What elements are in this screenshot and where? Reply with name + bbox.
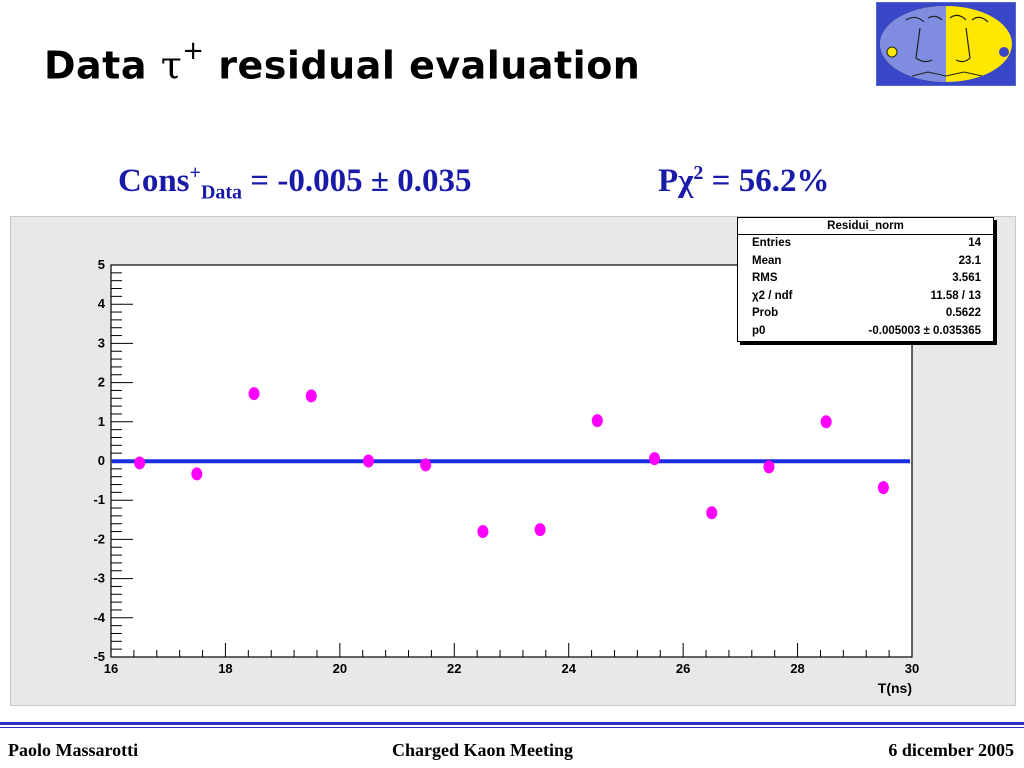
x-tick-label: 20 [333,661,347,676]
stats-value: 23.1 [958,254,981,267]
y-tick-label: -4 [93,610,105,625]
x-tick-label: 18 [218,661,232,676]
footer-divider [0,722,1024,725]
x-tick-label: 28 [790,661,804,676]
title-suffix: residual evaluation [204,43,641,88]
y-tick-label: 4 [98,296,106,311]
x-axis-label: T(ns) [878,680,912,696]
footer-author: Paolo Massarotti [8,740,139,760]
y-tick-label: -5 [93,649,105,664]
stats-value: 14 [968,237,981,249]
cons-label: Cons [118,163,190,199]
data-point [820,415,832,429]
stats-row: χ2 / ndf 11.58 / 13 [738,288,993,306]
data-point [706,506,718,520]
stats-label: p0 [752,324,766,337]
stats-value: 3.561 [952,272,981,284]
cons-sub: Data [200,181,243,204]
x-tick-label: 16 [104,661,118,676]
pchi-label: Pχ [658,163,694,199]
stats-box: Residui_norm Entries 14 Mean 23.1 RMS 3.561… [737,217,994,342]
y-tick-label: 5 [98,257,105,272]
stats-title: Residui_norm [738,218,993,235]
y-tick-label: 1 [98,414,105,429]
x-tick-label: 30 [905,661,919,676]
x-tick-label: 24 [561,661,576,676]
data-point [534,523,546,537]
data-point [420,458,432,472]
slide-title: Data τ+ residual evaluation [44,36,641,88]
data-point [305,389,317,403]
y-tick-label: 0 [98,453,105,468]
data-point [649,452,661,466]
stats-label: Prob [752,307,779,319]
stats-label: Entries [752,237,791,249]
y-tick-label: 2 [98,375,105,390]
y-tick-label: -1 [93,492,105,507]
stats-label: Mean [752,254,782,267]
data-point [591,414,603,428]
collaboration-logo [876,2,1016,86]
footer-divider-thin [0,727,1024,728]
stats-row: p0 -0.005003 ± 0.035365 [738,323,993,341]
data-point [763,460,775,474]
stats-label: RMS [752,272,778,284]
data-point [134,456,146,470]
stats-value: -0.005003 ± 0.035365 [868,324,981,337]
data-point [362,454,374,468]
title-tau-symbol: τ [160,43,183,88]
x-tick-label: 22 [447,661,461,676]
cons-value: = -0.005 ± 0.035 [242,163,472,199]
stats-row: Prob 0.5622 [738,305,993,323]
x-tick-label: 26 [676,661,690,676]
data-point [877,481,889,495]
chi2-probability: Pχ2 = 56.2% [658,162,829,200]
y-tick-label: -2 [93,531,105,546]
stats-row: Mean 23.1 [738,253,993,271]
constant-fit-result: Cons+Data = -0.005 ± 0.035 [118,162,471,205]
data-point [248,387,260,401]
y-tick-label: -3 [93,571,105,586]
data-point [191,467,203,481]
stats-label: χ2 / ndf [752,289,793,302]
cons-sup: + [189,162,201,184]
pchi-sup: 2 [693,162,704,184]
pchi-value: = 56.2% [703,163,830,199]
title-prefix: Data [44,43,161,88]
footer-event: Charged Kaon Meeting [392,740,573,760]
y-tick-label: 3 [98,335,105,350]
stats-row: Entries 14 [738,235,993,253]
stats-value: 0.5622 [945,307,981,319]
stats-value: 11.58 / 13 [930,289,981,302]
title-tau-charge: + [182,36,205,66]
footer-date: 6 dicember 2005 [888,740,1014,760]
stats-row: RMS 3.561 [738,270,993,288]
data-point [477,525,489,539]
